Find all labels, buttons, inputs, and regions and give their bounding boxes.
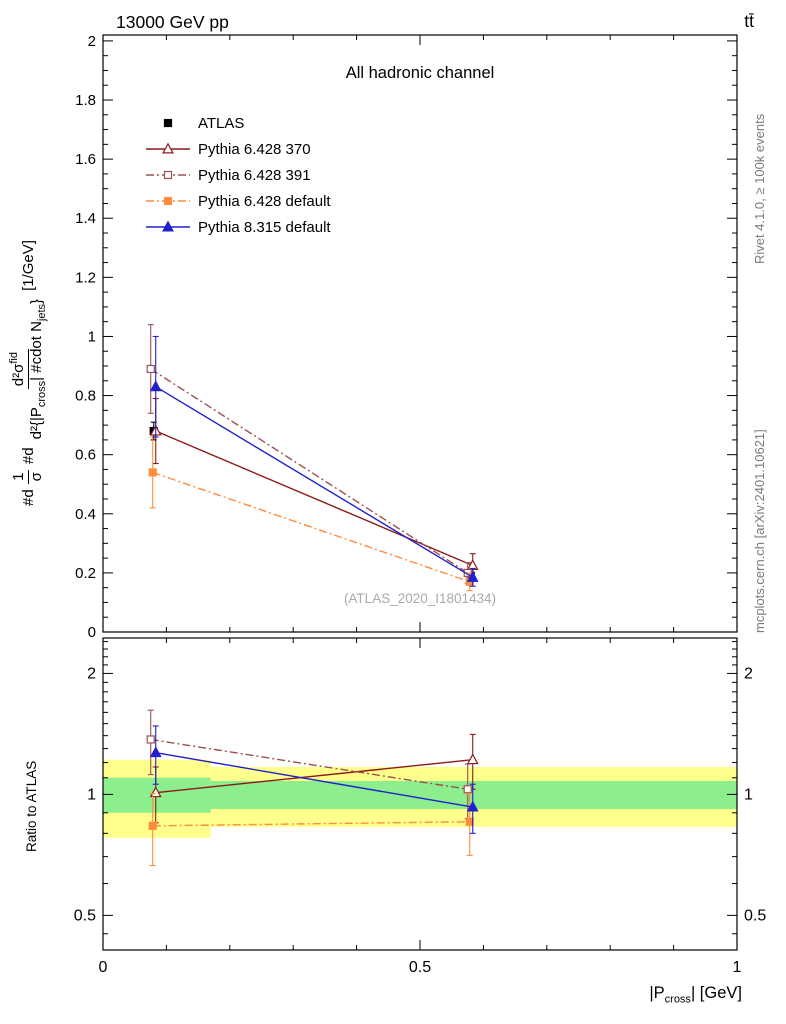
series-main-pythia-6-428-391 (146, 324, 472, 584)
svg-text:1.8: 1.8 (75, 92, 96, 109)
analysis-watermark: (ATLAS_2020_I1801434) (343, 591, 497, 606)
svg-text:0.5: 0.5 (744, 907, 766, 924)
legend-label-atlas: ATLAS (198, 115, 244, 132)
x-axis-label: |Pcross| [GeV] (649, 984, 742, 1006)
svg-text:0.5: 0.5 (74, 907, 96, 924)
svg-text:0: 0 (99, 959, 108, 976)
ratio-y-axis-label: Ratio to ATLAS (24, 760, 39, 852)
svg-text:2: 2 (88, 33, 96, 50)
plot-title: All hadronic channel (345, 64, 495, 82)
ylabel-token-1: #d (19, 489, 37, 506)
series-ratio-pythia-6-428-default (148, 792, 474, 867)
series-ratio-pythia-6-428-391 (146, 709, 472, 820)
series-main-pythia-8-315-default (149, 335, 479, 587)
series-main-pythia-6-428-default (148, 436, 474, 592)
legend-label-pythia-6-428-370: Pythia 6.428 370 (198, 141, 311, 158)
svg-text:0.4: 0.4 (75, 506, 96, 523)
main-y-axis-label: #d 1 σ #d d²σfid d²{|Pcross| #cdot Njets… (8, 240, 48, 506)
svg-text:1: 1 (87, 786, 96, 803)
svg-text:0.5: 0.5 (409, 959, 431, 976)
legend-label-pythia-8-315-default: Pythia 8.315 default (198, 219, 331, 236)
svg-text:1.4: 1.4 (75, 210, 96, 227)
series-main-atlas (149, 421, 475, 583)
axis-ticks (102, 35, 738, 950)
svg-text:0.6: 0.6 (75, 447, 96, 464)
svg-text:2: 2 (87, 665, 96, 682)
legend: ATLAS Pythia 6.428 370 Pythia 6.428 391 Pyt… (146, 115, 331, 236)
ylabel-token-2: #d (19, 447, 37, 465)
ylabel-fraction-1: 1 σ (10, 469, 46, 484)
svg-text:0.2: 0.2 (75, 565, 96, 582)
ylabel-units: [1/GeV] (19, 240, 37, 291)
svg-text:1.6: 1.6 (75, 151, 96, 168)
svg-text:2: 2 (744, 665, 753, 682)
ylabel-fraction-2: d²σfid d²{|Pcross| #cdot Njets} (8, 298, 48, 440)
mcplots-credit-label: mcplots.cern.ch [arXiv:2401.10621] (752, 429, 767, 633)
svg-text:1.2: 1.2 (75, 269, 96, 286)
svg-text:0.8: 0.8 (75, 388, 96, 405)
svg-text:1: 1 (88, 328, 96, 345)
svg-text:0: 0 (88, 624, 96, 641)
beam-energy-label: 13000 GeV pp (116, 12, 229, 32)
rivet-version-label: Rivet 4.1.0, ≥ 100k events (752, 113, 767, 264)
series-ratio-pythia-8-315-default (149, 725, 479, 834)
axis-tick-labels: 0 0.2 0.4 0.6 0.8 1 1.2 1.4 1.6 1.8 2 0 0.5 1 0.5 0.5 1 1… (74, 33, 767, 976)
legend-label-pythia-6-428-default: Pythia 6.428 default (198, 193, 331, 210)
svg-text:1: 1 (744, 786, 753, 803)
process-label: tt̄ (744, 11, 754, 31)
svg-text:1: 1 (733, 959, 742, 976)
legend-label-pythia-6-428-391: Pythia 6.428 391 (198, 167, 311, 184)
